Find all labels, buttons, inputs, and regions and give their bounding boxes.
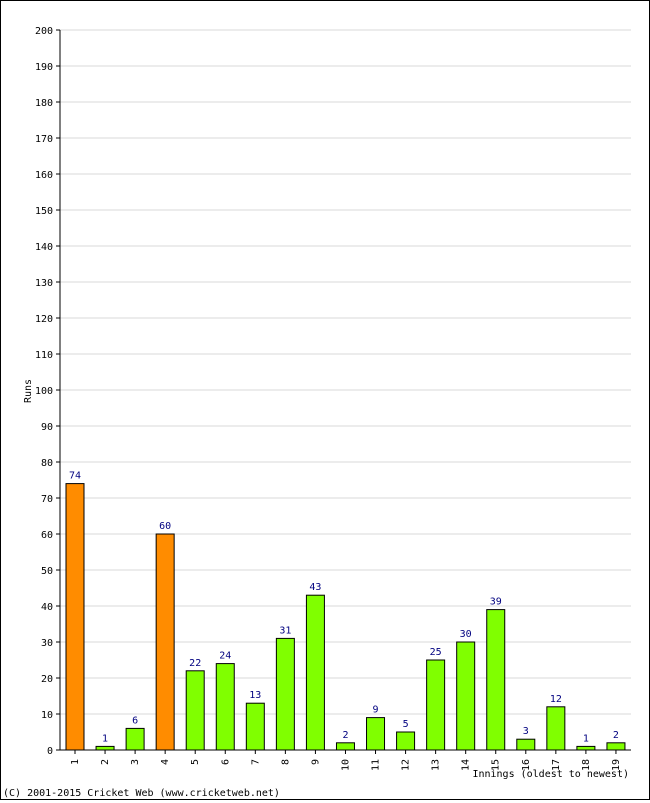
y-tick-label: 30 (41, 638, 53, 649)
y-tick-label: 160 (35, 170, 53, 181)
bar-value-label: 9 (373, 705, 379, 716)
bar (155, 533, 175, 751)
y-tick-label: 140 (35, 242, 53, 253)
y-axis-title: Runs (23, 379, 34, 403)
x-tick-label: 13 (431, 759, 442, 771)
y-tick-label: 40 (41, 602, 53, 613)
x-tick-label: 18 (581, 759, 592, 771)
x-tick-label: 16 (521, 759, 532, 771)
y-tick-label: 0 (47, 746, 53, 757)
bar (486, 609, 506, 751)
bar (245, 702, 265, 751)
x-tick-label: 11 (371, 759, 382, 771)
x-tick-label: 1 (70, 759, 81, 765)
bar-value-label: 1 (583, 733, 589, 744)
y-tick-label: 180 (35, 98, 53, 109)
bar (125, 727, 145, 751)
bar (516, 738, 536, 751)
x-tick-label: 12 (401, 759, 412, 771)
bar-value-label: 1 (102, 733, 108, 744)
bar-value-label: 24 (219, 651, 231, 662)
y-tick-label: 10 (41, 710, 53, 721)
bar (546, 706, 566, 751)
y-tick-label: 70 (41, 494, 53, 505)
bar-value-label: 6 (132, 715, 138, 726)
bar (65, 483, 85, 751)
bar-value-label: 22 (189, 658, 201, 669)
bar (456, 641, 476, 751)
bar-value-label: 3 (523, 726, 529, 737)
x-tick-label: 3 (130, 759, 141, 765)
y-tick-label: 110 (35, 350, 53, 361)
bar-value-label: 43 (309, 582, 321, 593)
bar (275, 637, 295, 751)
x-tick-label: 6 (220, 759, 231, 765)
bar (576, 745, 596, 751)
bar (426, 659, 446, 751)
bar-value-label: 2 (613, 730, 619, 741)
bar (215, 663, 235, 751)
x-tick-label: 15 (491, 759, 502, 771)
bar-value-label: 39 (490, 597, 502, 608)
x-tick-label: 8 (280, 759, 291, 765)
bar (305, 594, 325, 751)
y-tick-label: 120 (35, 314, 53, 325)
y-tick-label: 100 (35, 386, 53, 397)
bar-value-label: 5 (403, 719, 409, 730)
bar (606, 742, 626, 751)
y-tick-label: 60 (41, 530, 53, 541)
bar-value-label: 2 (342, 730, 348, 741)
y-tick-label: 200 (35, 26, 53, 37)
x-tick-label: 5 (190, 759, 201, 765)
y-tick-label: 190 (35, 62, 53, 73)
bar (185, 670, 205, 751)
x-tick-label: 4 (160, 759, 171, 765)
y-tick-label: 90 (41, 422, 53, 433)
bar-value-label: 30 (460, 629, 472, 640)
bar-value-label: 60 (159, 521, 171, 532)
y-tick-label: 150 (35, 206, 53, 217)
x-tick-label: 14 (461, 759, 472, 771)
y-tick-label: 50 (41, 566, 53, 577)
x-tick-label: 17 (551, 759, 562, 771)
x-tick-label: 2 (100, 759, 111, 765)
x-axis-title: Innings (oldest to newest) (472, 769, 629, 780)
bar-value-label: 25 (430, 647, 442, 658)
x-tick-label: 19 (611, 759, 622, 771)
bar (95, 745, 115, 751)
bar (335, 742, 355, 751)
y-tick-label: 20 (41, 674, 53, 685)
copyright-footer: (C) 2001-2015 Cricket Web (www.cricketwe… (3, 788, 280, 799)
y-tick-label: 130 (35, 278, 53, 289)
bar-value-label: 12 (550, 694, 562, 705)
bar-value-label: 13 (249, 690, 261, 701)
x-tick-label: 7 (250, 759, 261, 765)
bar (366, 717, 386, 751)
bar-value-label: 74 (69, 471, 81, 482)
bar (396, 731, 416, 751)
x-tick-label: 10 (340, 759, 351, 771)
y-tick-label: 170 (35, 134, 53, 145)
y-tick-label: 80 (41, 458, 53, 469)
bar-value-label: 31 (279, 625, 291, 636)
x-tick-label: 9 (310, 759, 321, 765)
